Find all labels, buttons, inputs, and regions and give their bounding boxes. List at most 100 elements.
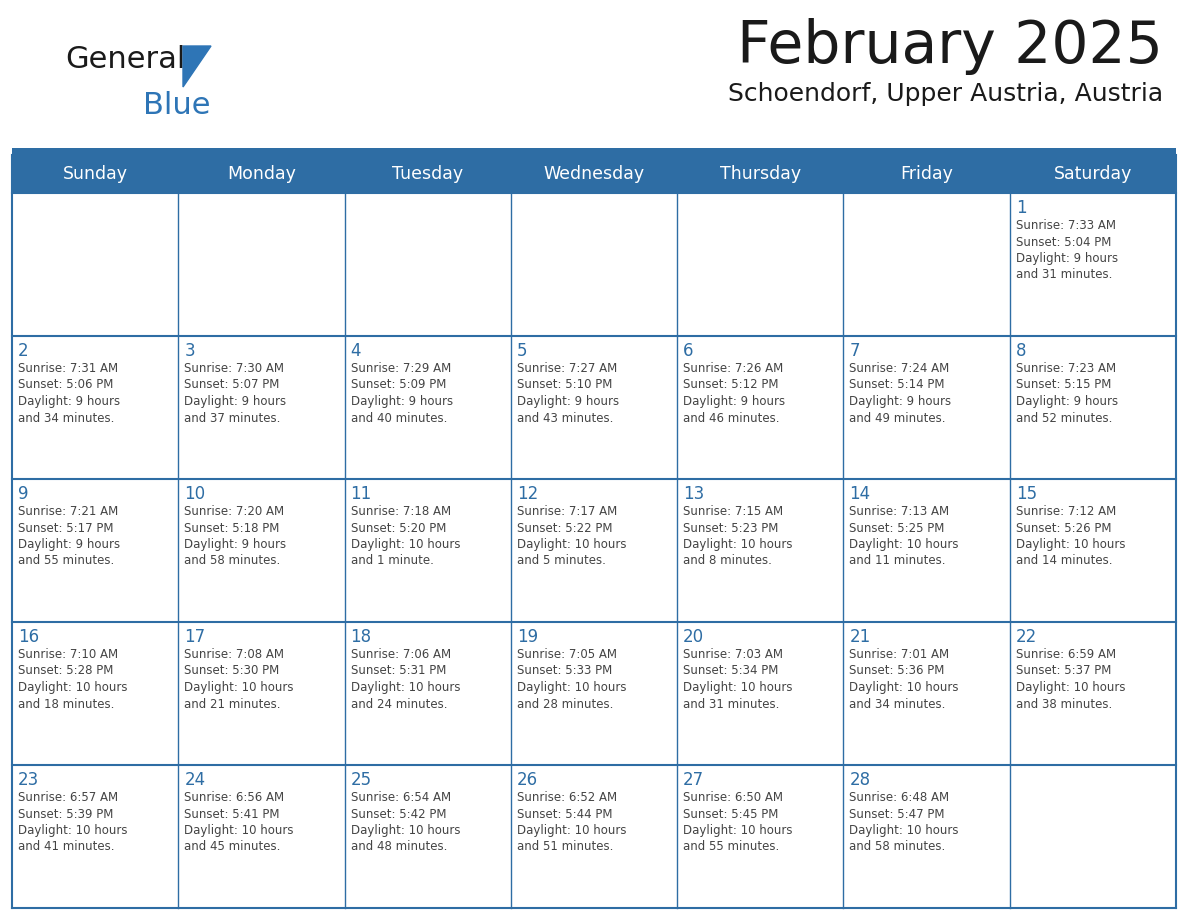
Text: Sunrise: 7:20 AM: Sunrise: 7:20 AM xyxy=(184,505,284,518)
Text: 28: 28 xyxy=(849,771,871,789)
Text: Sunset: 5:42 PM: Sunset: 5:42 PM xyxy=(350,808,446,821)
Text: and 14 minutes.: and 14 minutes. xyxy=(1016,554,1112,567)
Text: Daylight: 10 hours: Daylight: 10 hours xyxy=(184,681,293,694)
Text: Daylight: 10 hours: Daylight: 10 hours xyxy=(517,824,626,837)
Text: Daylight: 9 hours: Daylight: 9 hours xyxy=(517,395,619,408)
Bar xyxy=(1010,479,1176,622)
Text: 24: 24 xyxy=(184,771,206,789)
Text: Sunrise: 6:50 AM: Sunrise: 6:50 AM xyxy=(683,791,783,804)
Text: 6: 6 xyxy=(683,342,694,360)
Text: Sunset: 5:09 PM: Sunset: 5:09 PM xyxy=(350,378,446,391)
Text: 21: 21 xyxy=(849,628,871,646)
Text: 23: 23 xyxy=(18,771,39,789)
Text: Sunrise: 7:10 AM: Sunrise: 7:10 AM xyxy=(18,648,118,661)
Bar xyxy=(178,336,345,479)
Text: Daylight: 10 hours: Daylight: 10 hours xyxy=(683,681,792,694)
Text: Sunset: 5:14 PM: Sunset: 5:14 PM xyxy=(849,378,944,391)
Text: Daylight: 10 hours: Daylight: 10 hours xyxy=(350,824,460,837)
Text: and 48 minutes.: and 48 minutes. xyxy=(350,841,447,854)
Text: Daylight: 10 hours: Daylight: 10 hours xyxy=(683,824,792,837)
Text: 12: 12 xyxy=(517,485,538,503)
Text: Sunrise: 7:24 AM: Sunrise: 7:24 AM xyxy=(849,362,949,375)
Bar xyxy=(345,622,511,765)
Bar xyxy=(345,765,511,908)
Polygon shape xyxy=(183,46,211,87)
Text: Sunrise: 7:15 AM: Sunrise: 7:15 AM xyxy=(683,505,783,518)
Text: 16: 16 xyxy=(18,628,39,646)
Text: Sunrise: 7:30 AM: Sunrise: 7:30 AM xyxy=(184,362,284,375)
Text: Friday: Friday xyxy=(901,165,953,183)
Text: and 55 minutes.: and 55 minutes. xyxy=(683,841,779,854)
Text: Daylight: 9 hours: Daylight: 9 hours xyxy=(1016,395,1118,408)
Text: 2: 2 xyxy=(18,342,29,360)
Text: and 18 minutes.: and 18 minutes. xyxy=(18,698,114,711)
Bar xyxy=(12,765,178,908)
Text: Sunrise: 7:23 AM: Sunrise: 7:23 AM xyxy=(1016,362,1116,375)
Bar xyxy=(178,622,345,765)
Text: Daylight: 10 hours: Daylight: 10 hours xyxy=(350,681,460,694)
Text: and 51 minutes.: and 51 minutes. xyxy=(517,841,613,854)
Text: Sunrise: 7:12 AM: Sunrise: 7:12 AM xyxy=(1016,505,1116,518)
Text: Daylight: 10 hours: Daylight: 10 hours xyxy=(1016,538,1125,551)
Text: and 1 minute.: and 1 minute. xyxy=(350,554,434,567)
Text: Daylight: 9 hours: Daylight: 9 hours xyxy=(849,395,952,408)
Text: 7: 7 xyxy=(849,342,860,360)
Text: and 55 minutes.: and 55 minutes. xyxy=(18,554,114,567)
Text: Sunrise: 7:21 AM: Sunrise: 7:21 AM xyxy=(18,505,119,518)
Text: 27: 27 xyxy=(683,771,704,789)
Text: Sunset: 5:28 PM: Sunset: 5:28 PM xyxy=(18,665,113,677)
Bar xyxy=(1010,622,1176,765)
Text: Daylight: 10 hours: Daylight: 10 hours xyxy=(849,681,959,694)
Bar xyxy=(843,622,1010,765)
Text: Sunset: 5:17 PM: Sunset: 5:17 PM xyxy=(18,521,114,534)
Text: Sunset: 5:33 PM: Sunset: 5:33 PM xyxy=(517,665,612,677)
Text: and 34 minutes.: and 34 minutes. xyxy=(849,698,946,711)
Text: Sunrise: 7:05 AM: Sunrise: 7:05 AM xyxy=(517,648,617,661)
Text: 19: 19 xyxy=(517,628,538,646)
Text: Daylight: 10 hours: Daylight: 10 hours xyxy=(18,681,127,694)
Bar xyxy=(677,622,843,765)
Text: Blue: Blue xyxy=(143,91,210,120)
Text: Daylight: 9 hours: Daylight: 9 hours xyxy=(18,395,120,408)
Text: 9: 9 xyxy=(18,485,29,503)
Bar xyxy=(677,193,843,336)
Bar xyxy=(511,479,677,622)
Text: Sunset: 5:18 PM: Sunset: 5:18 PM xyxy=(184,521,279,534)
Bar xyxy=(345,336,511,479)
Text: Sunrise: 7:17 AM: Sunrise: 7:17 AM xyxy=(517,505,617,518)
Text: and 43 minutes.: and 43 minutes. xyxy=(517,411,613,424)
Text: Daylight: 10 hours: Daylight: 10 hours xyxy=(1016,681,1125,694)
Text: General: General xyxy=(65,45,185,74)
Text: 20: 20 xyxy=(683,628,704,646)
Text: and 41 minutes.: and 41 minutes. xyxy=(18,841,114,854)
Bar xyxy=(843,479,1010,622)
Text: 4: 4 xyxy=(350,342,361,360)
Text: Sunrise: 7:31 AM: Sunrise: 7:31 AM xyxy=(18,362,118,375)
Text: and 5 minutes.: and 5 minutes. xyxy=(517,554,606,567)
Bar xyxy=(12,622,178,765)
Text: Sunrise: 6:52 AM: Sunrise: 6:52 AM xyxy=(517,791,617,804)
Text: 25: 25 xyxy=(350,771,372,789)
Bar xyxy=(178,193,345,336)
Text: Sunrise: 6:56 AM: Sunrise: 6:56 AM xyxy=(184,791,284,804)
Text: and 24 minutes.: and 24 minutes. xyxy=(350,698,447,711)
Text: and 34 minutes.: and 34 minutes. xyxy=(18,411,114,424)
Text: Daylight: 10 hours: Daylight: 10 hours xyxy=(849,538,959,551)
Bar xyxy=(12,148,1176,155)
Bar xyxy=(511,193,677,336)
Text: 17: 17 xyxy=(184,628,206,646)
Text: Monday: Monday xyxy=(227,165,296,183)
Text: Thursday: Thursday xyxy=(720,165,801,183)
Text: and 49 minutes.: and 49 minutes. xyxy=(849,411,946,424)
Text: Daylight: 10 hours: Daylight: 10 hours xyxy=(683,538,792,551)
Text: and 38 minutes.: and 38 minutes. xyxy=(1016,698,1112,711)
Bar xyxy=(511,622,677,765)
Text: Sunset: 5:34 PM: Sunset: 5:34 PM xyxy=(683,665,778,677)
Text: Daylight: 9 hours: Daylight: 9 hours xyxy=(18,538,120,551)
Text: Sunrise: 6:57 AM: Sunrise: 6:57 AM xyxy=(18,791,118,804)
Text: Daylight: 9 hours: Daylight: 9 hours xyxy=(683,395,785,408)
Text: 26: 26 xyxy=(517,771,538,789)
Text: Daylight: 10 hours: Daylight: 10 hours xyxy=(517,681,626,694)
Text: Sunset: 5:12 PM: Sunset: 5:12 PM xyxy=(683,378,778,391)
Text: Sunset: 5:07 PM: Sunset: 5:07 PM xyxy=(184,378,279,391)
